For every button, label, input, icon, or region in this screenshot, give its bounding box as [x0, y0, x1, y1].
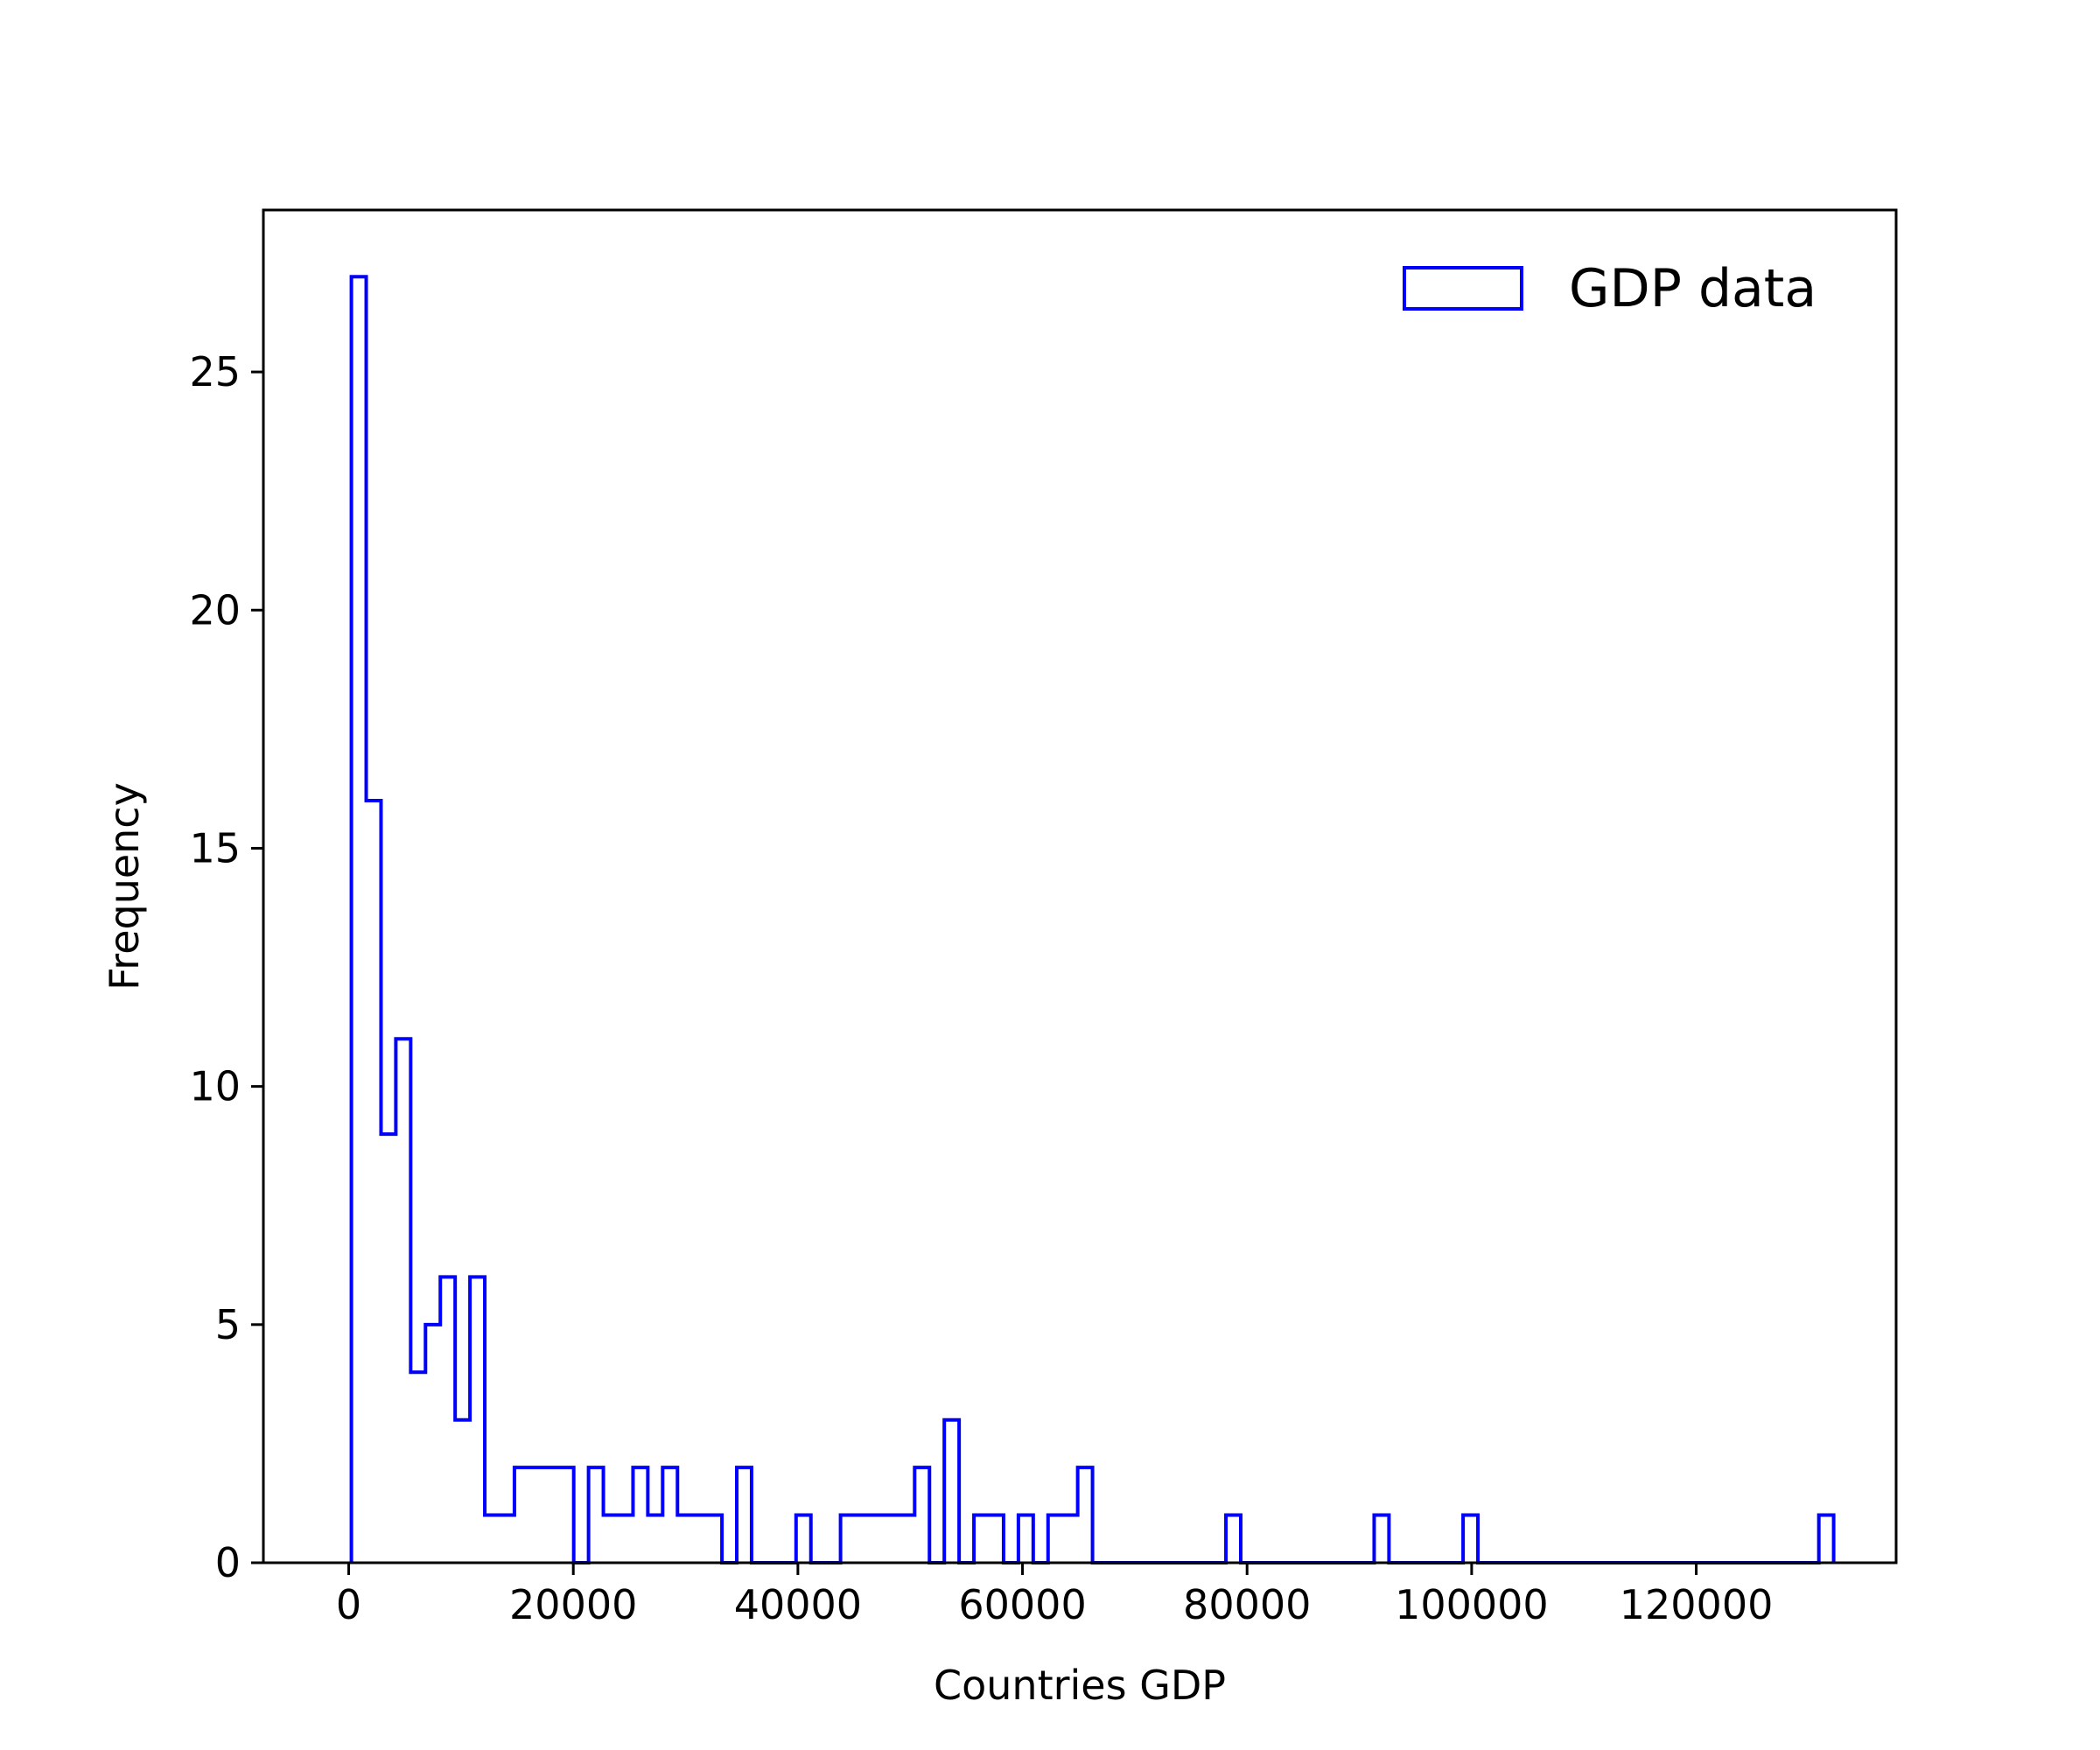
x-tick-label: 20000 — [509, 1581, 637, 1628]
histogram-bin — [944, 1420, 959, 1563]
histogram-bin — [455, 1420, 470, 1563]
histogram-bin — [396, 1039, 410, 1563]
histogram-bin — [500, 1516, 514, 1563]
histogram-bin — [485, 1516, 500, 1563]
y-axis-label: Frequency — [101, 782, 148, 990]
y-axis: 0 5 10 15 20 25 — [189, 348, 263, 1586]
legend-label: GDP data — [1569, 258, 1816, 319]
histogram-bin — [425, 1325, 440, 1563]
y-tick-label: 20 — [189, 586, 241, 634]
x-axis-label: Countries GDP — [934, 1662, 1226, 1709]
histogram-bin — [544, 1467, 559, 1563]
histogram-bin — [662, 1467, 677, 1563]
histogram-bin — [692, 1516, 707, 1563]
y-tick-label: 25 — [189, 348, 241, 396]
histogram-bin — [470, 1277, 485, 1563]
histogram-bin — [410, 1372, 425, 1563]
x-tick-label: 0 — [336, 1581, 361, 1628]
histogram-bin — [737, 1467, 752, 1563]
legend: GDP data — [1403, 258, 1816, 319]
histogram-bin — [1819, 1516, 1834, 1563]
histogram-bin — [1374, 1516, 1389, 1563]
x-tick-label: 80000 — [1183, 1581, 1311, 1628]
x-tick-label: 40000 — [734, 1581, 862, 1628]
histogram-bin — [885, 1516, 900, 1563]
histogram-bin — [707, 1516, 722, 1563]
histogram-bin — [514, 1467, 529, 1563]
histogram-bin — [440, 1277, 455, 1563]
histogram-step-line — [349, 275, 1836, 1564]
histogram-bin — [648, 1516, 662, 1563]
histogram-bin — [989, 1516, 1004, 1563]
histogram-bin — [841, 1516, 856, 1563]
x-axis: 0 20000 40000 60000 80000 100000 120000 — [336, 1563, 1773, 1628]
histogram-bin — [381, 1134, 396, 1563]
histogram-bin — [1226, 1516, 1241, 1563]
plot-frame — [262, 208, 1898, 1564]
histogram-bin — [1048, 1516, 1063, 1563]
histogram-bin — [974, 1516, 989, 1563]
histogram-bin — [619, 1516, 634, 1563]
histogram-bin — [559, 1467, 574, 1563]
histogram-series — [349, 275, 1836, 1564]
histogram-bin — [1018, 1516, 1033, 1563]
histogram-bin — [604, 1516, 619, 1563]
histogram-bin — [914, 1467, 929, 1563]
histogram-bin — [1078, 1467, 1093, 1563]
histogram-bin — [367, 801, 382, 1563]
histogram-bin — [352, 276, 367, 1563]
histogram-bin — [1463, 1516, 1478, 1563]
histogram-bin — [589, 1467, 604, 1563]
y-tick-label: 0 — [215, 1539, 241, 1586]
x-tick-label: 100000 — [1395, 1581, 1549, 1628]
histogram-bin — [677, 1516, 692, 1563]
histogram-bin — [900, 1516, 914, 1563]
histogram-bin — [856, 1516, 871, 1563]
histogram-bin — [796, 1516, 811, 1563]
histogram-bin — [870, 1516, 885, 1563]
histogram-bin — [1063, 1516, 1078, 1563]
y-tick-label: 5 — [215, 1301, 241, 1348]
x-tick-label: 120000 — [1620, 1581, 1774, 1628]
legend-swatch — [1403, 266, 1523, 311]
y-tick-label: 10 — [189, 1063, 241, 1110]
histogram-bin — [529, 1467, 544, 1563]
x-tick-label: 60000 — [958, 1581, 1086, 1628]
y-tick-label: 15 — [189, 824, 241, 872]
histogram-bin — [633, 1467, 648, 1563]
